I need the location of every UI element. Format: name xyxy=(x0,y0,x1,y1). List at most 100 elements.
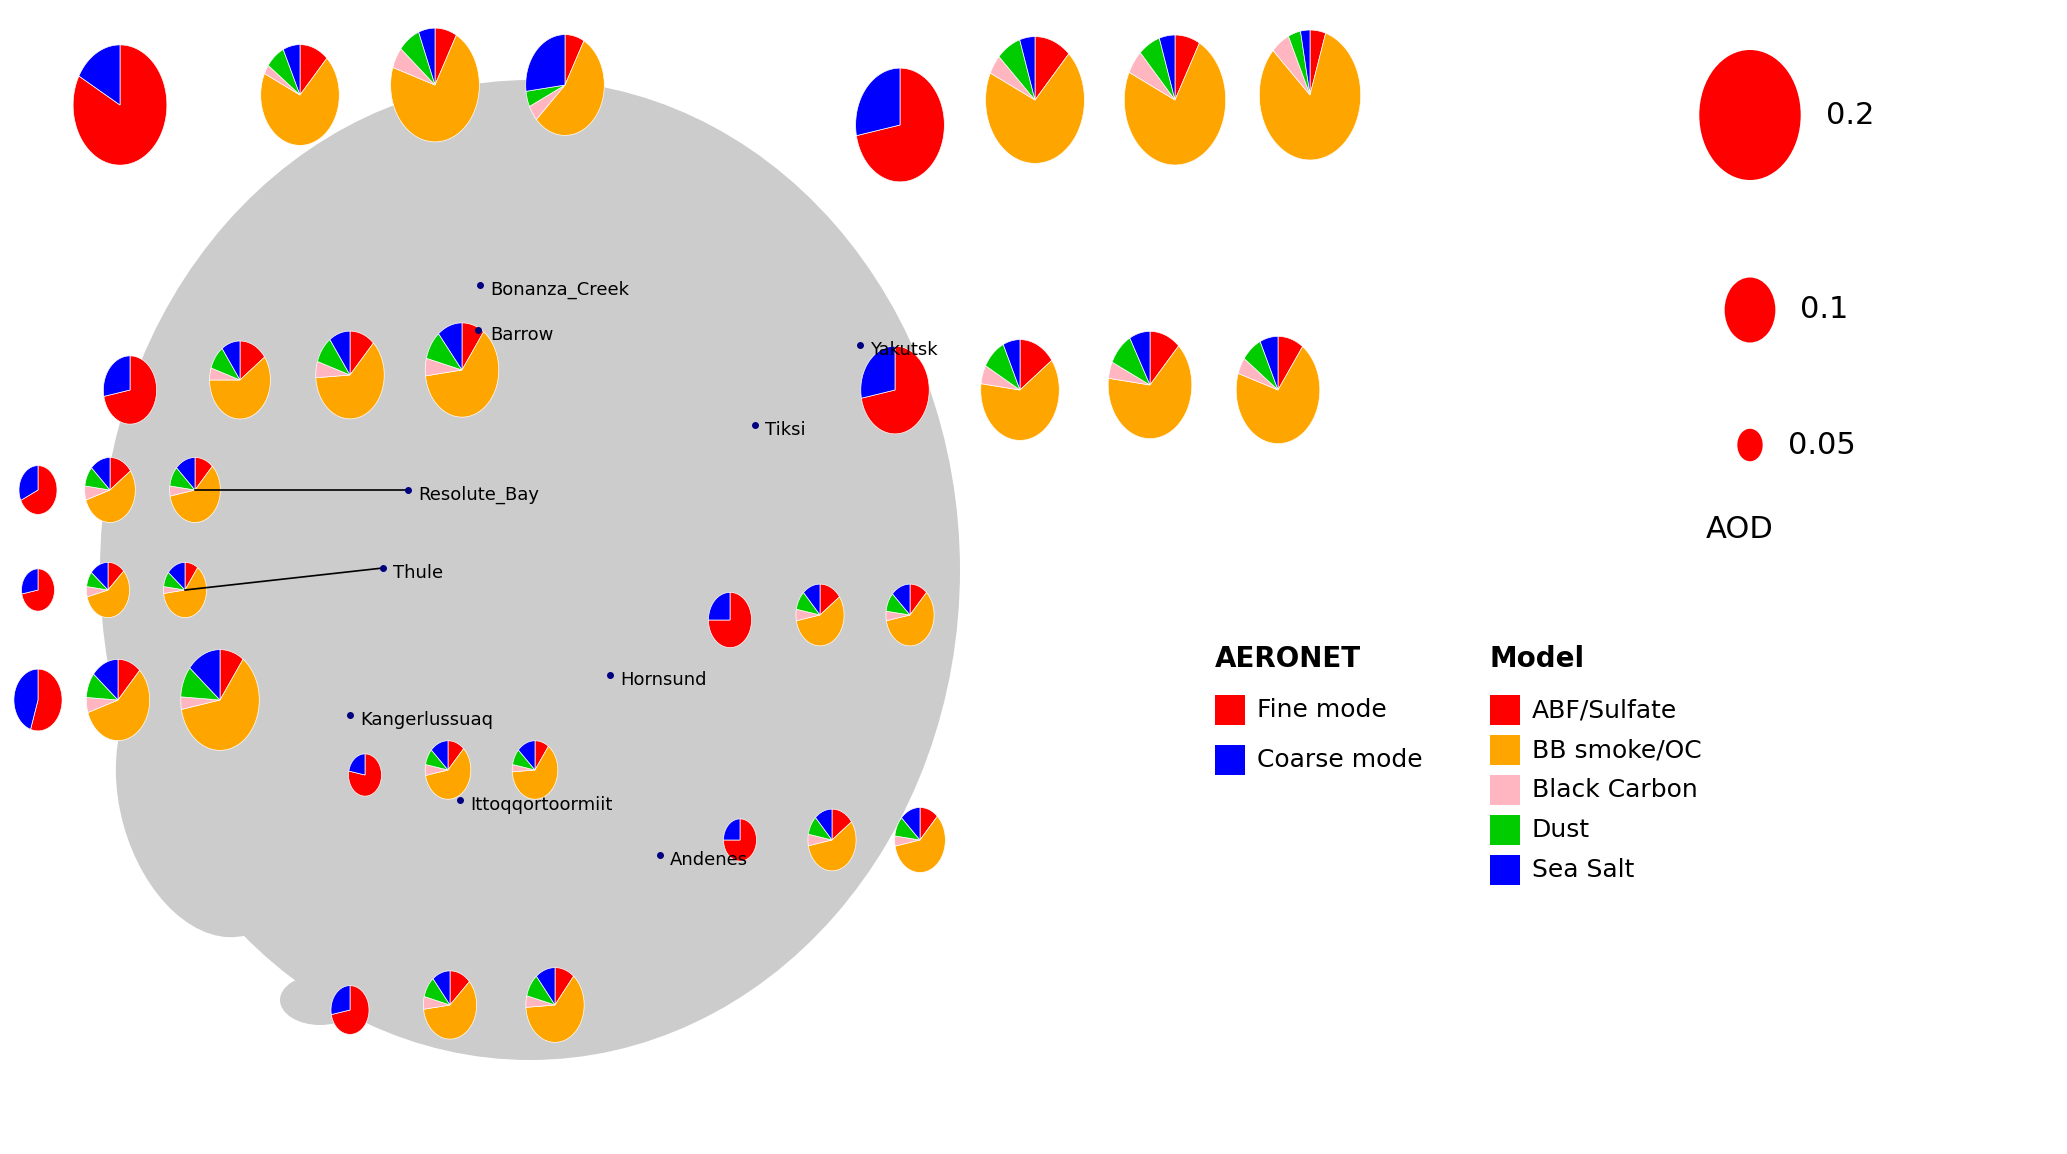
Ellipse shape xyxy=(99,80,959,1061)
Polygon shape xyxy=(426,764,449,775)
Ellipse shape xyxy=(544,790,697,1009)
Polygon shape xyxy=(1108,362,1149,385)
Polygon shape xyxy=(527,976,556,1005)
Polygon shape xyxy=(901,808,920,840)
Polygon shape xyxy=(519,741,535,770)
Polygon shape xyxy=(1261,336,1277,390)
Polygon shape xyxy=(79,45,120,105)
Polygon shape xyxy=(87,697,118,712)
Polygon shape xyxy=(91,562,107,590)
Polygon shape xyxy=(176,457,194,490)
Polygon shape xyxy=(19,465,37,501)
Polygon shape xyxy=(300,45,327,95)
Text: Ittoqqortoormiit: Ittoqqortoormiit xyxy=(469,796,612,814)
Polygon shape xyxy=(808,817,833,840)
Polygon shape xyxy=(31,669,62,730)
Bar xyxy=(1490,855,1519,885)
Bar xyxy=(1490,695,1519,725)
Polygon shape xyxy=(1288,31,1310,95)
Polygon shape xyxy=(432,971,451,1005)
Polygon shape xyxy=(331,986,370,1034)
Polygon shape xyxy=(209,368,240,380)
Polygon shape xyxy=(1141,38,1174,100)
Polygon shape xyxy=(986,344,1019,390)
Polygon shape xyxy=(1174,35,1199,100)
Polygon shape xyxy=(1019,339,1052,390)
Polygon shape xyxy=(426,334,463,370)
Polygon shape xyxy=(525,996,556,1007)
Polygon shape xyxy=(426,358,463,376)
Text: Hornsund: Hornsund xyxy=(620,670,707,689)
Polygon shape xyxy=(513,764,535,772)
Polygon shape xyxy=(723,819,757,861)
Polygon shape xyxy=(895,816,945,872)
Polygon shape xyxy=(401,32,434,85)
Polygon shape xyxy=(449,741,463,770)
Polygon shape xyxy=(709,592,730,620)
Polygon shape xyxy=(89,670,149,741)
Text: 0.2: 0.2 xyxy=(1825,100,1875,129)
Polygon shape xyxy=(87,586,107,597)
Polygon shape xyxy=(1277,336,1302,390)
Polygon shape xyxy=(1244,342,1277,390)
Polygon shape xyxy=(110,457,130,490)
Polygon shape xyxy=(424,997,451,1010)
Polygon shape xyxy=(72,45,167,165)
Polygon shape xyxy=(1160,35,1174,100)
Polygon shape xyxy=(895,835,920,846)
Polygon shape xyxy=(893,584,909,615)
Polygon shape xyxy=(529,85,564,120)
Ellipse shape xyxy=(1699,50,1800,180)
Polygon shape xyxy=(513,747,558,800)
Polygon shape xyxy=(316,343,384,419)
Text: AERONET: AERONET xyxy=(1215,645,1362,673)
Polygon shape xyxy=(525,85,564,106)
Polygon shape xyxy=(535,741,548,770)
Polygon shape xyxy=(269,50,300,95)
Polygon shape xyxy=(391,35,480,142)
Polygon shape xyxy=(438,323,463,370)
Polygon shape xyxy=(535,40,604,135)
Polygon shape xyxy=(103,355,157,425)
Polygon shape xyxy=(432,741,449,770)
Polygon shape xyxy=(209,357,271,419)
Polygon shape xyxy=(986,54,1085,164)
Text: Kangerlussuaq: Kangerlussuaq xyxy=(360,711,494,729)
Polygon shape xyxy=(331,986,349,1014)
Polygon shape xyxy=(1236,346,1321,443)
Ellipse shape xyxy=(116,662,304,937)
Polygon shape xyxy=(1036,37,1069,100)
Polygon shape xyxy=(816,809,833,840)
Polygon shape xyxy=(93,659,118,700)
Text: Andenes: Andenes xyxy=(670,850,748,869)
Polygon shape xyxy=(525,976,585,1042)
Polygon shape xyxy=(85,467,110,490)
Polygon shape xyxy=(887,592,934,646)
Polygon shape xyxy=(87,674,118,700)
Polygon shape xyxy=(796,597,843,646)
Polygon shape xyxy=(920,808,936,840)
Polygon shape xyxy=(211,349,240,380)
Polygon shape xyxy=(556,967,573,1005)
Bar xyxy=(1490,735,1519,765)
Polygon shape xyxy=(1310,30,1325,95)
Polygon shape xyxy=(190,650,219,700)
Text: Dust: Dust xyxy=(1532,818,1590,842)
Polygon shape xyxy=(1300,30,1310,95)
Polygon shape xyxy=(463,323,484,370)
Polygon shape xyxy=(895,818,920,840)
Polygon shape xyxy=(1238,359,1277,390)
Polygon shape xyxy=(87,572,107,590)
Polygon shape xyxy=(260,59,339,145)
Polygon shape xyxy=(426,750,449,770)
Polygon shape xyxy=(316,361,349,377)
Bar xyxy=(1490,775,1519,805)
Polygon shape xyxy=(21,465,58,515)
Polygon shape xyxy=(169,467,194,490)
Text: ABF/Sulfate: ABF/Sulfate xyxy=(1532,698,1676,722)
Polygon shape xyxy=(860,346,895,398)
Polygon shape xyxy=(283,45,300,95)
Bar xyxy=(1490,815,1519,845)
Polygon shape xyxy=(434,28,457,85)
Polygon shape xyxy=(982,366,1019,390)
